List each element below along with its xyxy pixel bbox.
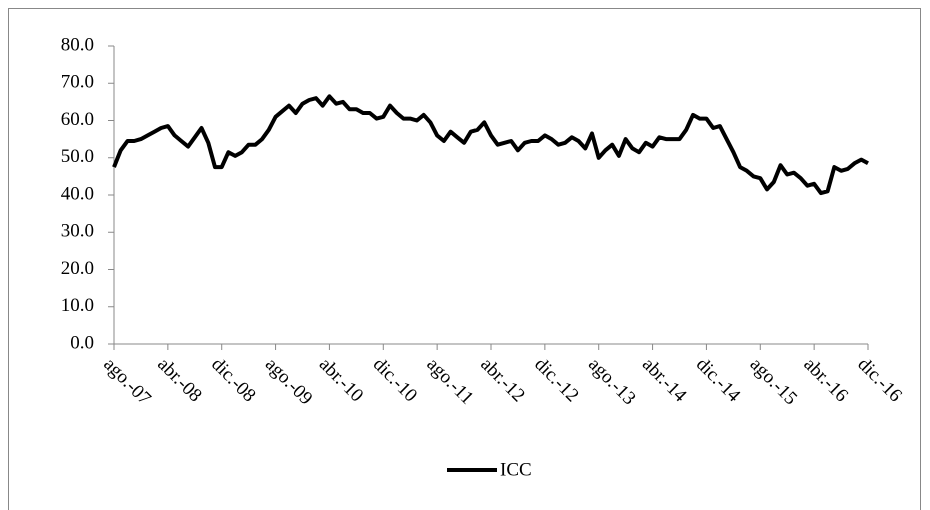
y-tick-label: 40.0 xyxy=(61,183,94,204)
x-tick-label: ago.-13 xyxy=(584,354,640,410)
x-tick-label: ago.-15 xyxy=(746,354,802,410)
x-tick-label: abr.-16 xyxy=(800,354,853,407)
x-tick-label: dic.-16 xyxy=(853,354,906,407)
y-tick-label: 60.0 xyxy=(61,109,94,130)
x-tick-label: abr.-12 xyxy=(476,354,529,407)
y-tick-label: 30.0 xyxy=(61,221,94,242)
x-tick-label: dic.-12 xyxy=(530,354,583,407)
y-tick-label: 0.0 xyxy=(70,332,94,353)
x-tick-label: dic.-08 xyxy=(207,354,260,407)
x-tick-label: ago.-09 xyxy=(261,354,317,410)
y-tick-label: 50.0 xyxy=(61,146,94,167)
x-tick-label: dic.-14 xyxy=(692,354,745,407)
y-tick-label: 20.0 xyxy=(61,258,94,279)
legend-label: ICC xyxy=(500,459,532,480)
x-tick-label: dic.-10 xyxy=(369,354,422,407)
x-tick-label: abr.-14 xyxy=(638,354,691,407)
x-tick-label: ago.-07 xyxy=(99,354,155,410)
x-tick-label: abr.-10 xyxy=(315,354,368,407)
x-tick-label: ago.-11 xyxy=(423,354,478,409)
x-tick-label: abr.-08 xyxy=(153,354,206,407)
y-tick-label: 10.0 xyxy=(61,295,94,316)
line-series xyxy=(112,94,869,196)
y-tick-label: 80.0 xyxy=(61,34,94,55)
y-tick-label: 70.0 xyxy=(61,72,94,93)
chart-border xyxy=(8,8,921,510)
